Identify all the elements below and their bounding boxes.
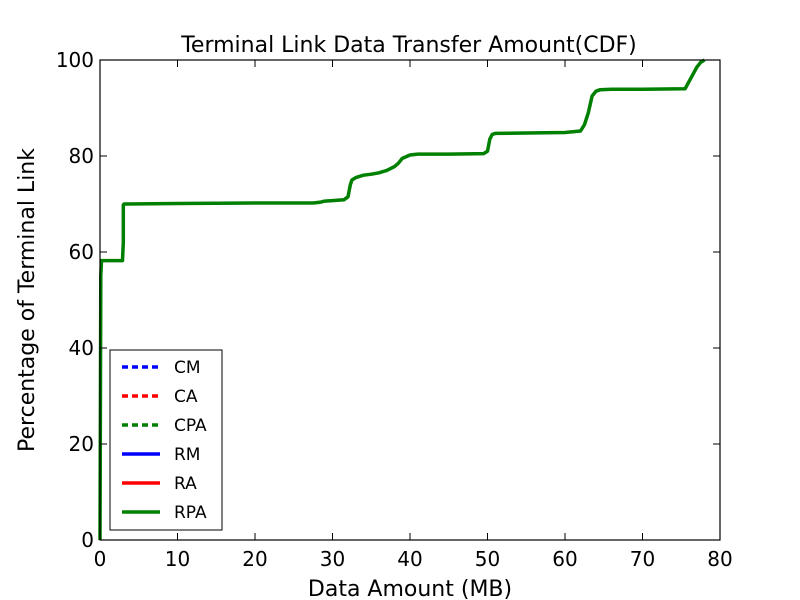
series-line-rpa — [98, 58, 706, 541]
y-tick-label: 0 — [81, 528, 94, 552]
x-axis-label: Data Amount (MB) — [308, 577, 512, 600]
plot-series — [98, 58, 706, 541]
chart-title: Terminal Link Data Transfer Amount(CDF) — [180, 33, 637, 58]
y-axis-label: Percentage of Terminal Link — [15, 148, 40, 452]
x-tick-label: 80 — [707, 547, 732, 571]
x-axis-ticks: 0 10 20 30 40 50 60 70 80 — [94, 60, 733, 571]
y-tick-label: 60 — [69, 240, 94, 264]
x-tick-label: 20 — [242, 547, 267, 571]
y-tick-label: 100 — [56, 48, 94, 72]
legend-box — [109, 349, 223, 531]
x-tick-label: 40 — [397, 547, 422, 571]
legend-label-ra: RA — [174, 474, 197, 494]
x-tick-label: 50 — [475, 547, 500, 571]
x-tick-label: 0 — [94, 547, 107, 571]
x-tick-label: 70 — [630, 547, 655, 571]
x-tick-label: 10 — [165, 547, 190, 571]
legend-label-ca: CA — [174, 387, 198, 407]
y-tick-label: 20 — [69, 432, 94, 456]
y-tick-label: 80 — [69, 144, 94, 168]
y-tick-label: 40 — [69, 336, 94, 360]
y-axis-ticks: 0 20 40 60 80 100 — [56, 48, 720, 552]
legend-label-rpa: RPA — [174, 503, 207, 523]
legend-label-cpa: CPA — [174, 416, 207, 436]
x-tick-label: 30 — [320, 547, 345, 571]
x-tick-label: 60 — [552, 547, 577, 571]
legend-label-rm: RM — [174, 445, 200, 465]
legend-label-cm: CM — [174, 358, 201, 378]
legend: CM CA CPA RM RA RPA — [109, 349, 223, 531]
